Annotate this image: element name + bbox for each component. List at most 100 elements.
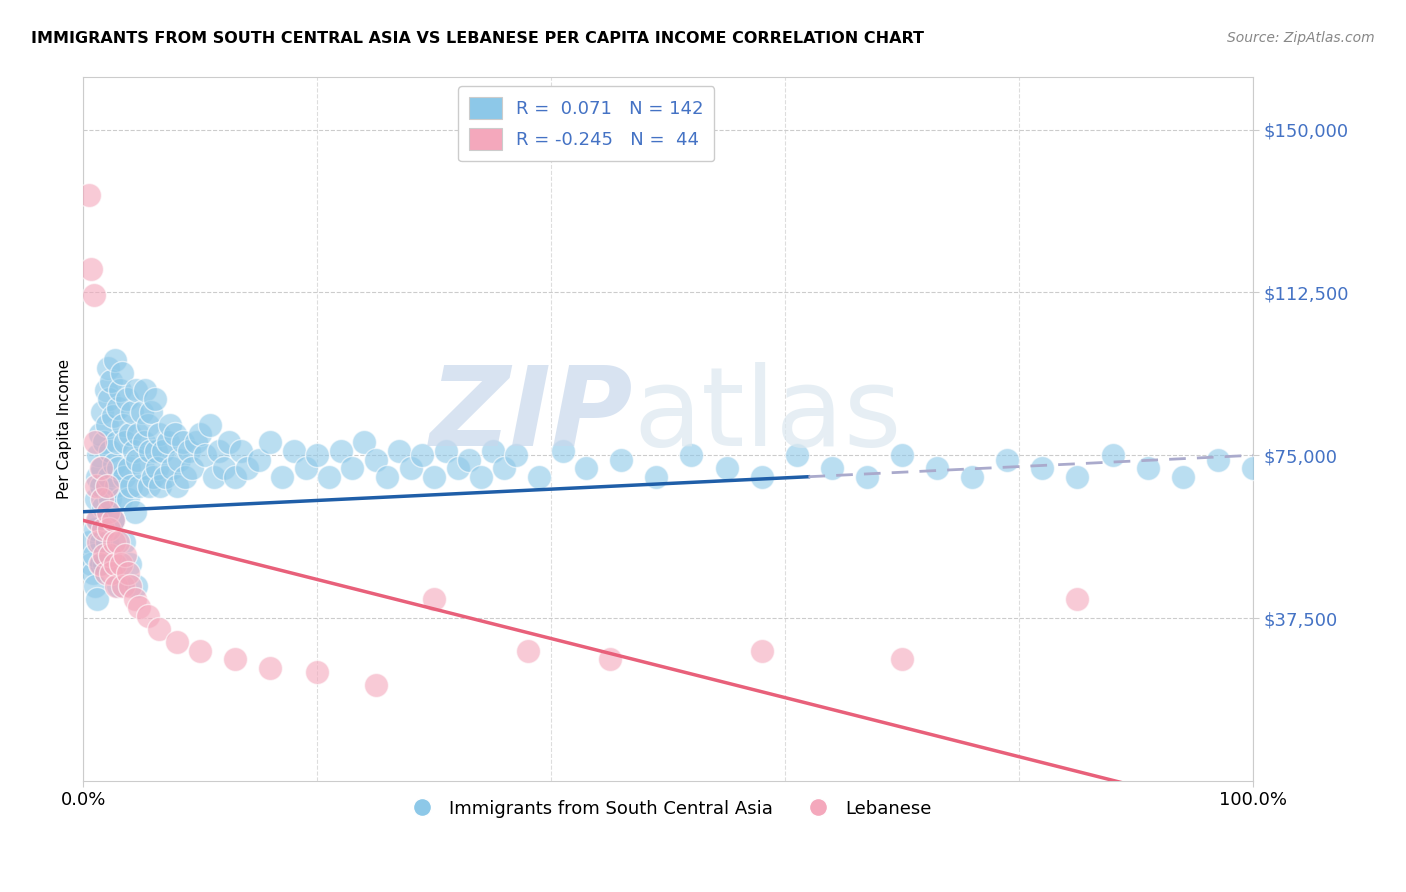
Point: [100, 566, 122, 580]
Point: [107, 401, 129, 415]
Point: [136, 417, 159, 432]
Point: [960, 470, 983, 484]
Point: [177, 444, 200, 458]
Y-axis label: Per Capita Income: Per Capita Income: [58, 359, 72, 500]
Point: [202, 470, 225, 484]
Point: [411, 448, 433, 462]
Point: [1136, 461, 1159, 475]
Point: [114, 548, 136, 562]
Point: [87, 513, 110, 527]
Point: [786, 448, 808, 462]
Point: [645, 470, 668, 484]
Point: [388, 444, 411, 458]
Point: [122, 444, 145, 458]
Point: [458, 452, 481, 467]
Point: [84, 435, 107, 450]
Point: [470, 470, 492, 484]
Point: [1101, 448, 1123, 462]
Point: [136, 609, 159, 624]
Point: [80, 557, 103, 571]
Point: [91, 491, 114, 506]
Point: [159, 417, 181, 432]
Point: [96, 478, 118, 492]
Point: [128, 600, 150, 615]
Point: [118, 461, 141, 475]
Point: [247, 452, 270, 467]
Point: [181, 461, 204, 475]
Point: [107, 461, 129, 475]
Point: [283, 444, 305, 458]
Point: [120, 426, 142, 441]
Point: [84, 522, 107, 536]
Point: [108, 383, 131, 397]
Point: [494, 461, 516, 475]
Point: [111, 366, 134, 380]
Point: [138, 478, 160, 492]
Point: [101, 513, 124, 527]
Point: [152, 444, 174, 458]
Point: [172, 435, 194, 450]
Point: [101, 513, 124, 527]
Point: [105, 578, 128, 592]
Point: [90, 478, 112, 492]
Point: [1066, 470, 1088, 484]
Point: [91, 500, 114, 515]
Point: [91, 522, 114, 536]
Point: [127, 452, 149, 467]
Point: [575, 461, 598, 475]
Point: [87, 448, 110, 462]
Point: [423, 470, 446, 484]
Point: [516, 643, 538, 657]
Point: [505, 448, 527, 462]
Point: [153, 470, 176, 484]
Point: [148, 622, 170, 636]
Point: [90, 535, 112, 549]
Point: [120, 557, 142, 571]
Point: [112, 470, 135, 484]
Point: [166, 478, 188, 492]
Point: [149, 478, 172, 492]
Point: [188, 426, 211, 441]
Point: [142, 470, 165, 484]
Point: [364, 452, 387, 467]
Point: [127, 426, 149, 441]
Point: [96, 417, 118, 432]
Point: [77, 187, 100, 202]
Point: [231, 444, 253, 458]
Point: [481, 444, 503, 458]
Point: [101, 513, 124, 527]
Point: [212, 461, 235, 475]
Point: [167, 452, 190, 467]
Point: [307, 448, 329, 462]
Point: [145, 444, 167, 458]
Point: [86, 513, 108, 527]
Point: [156, 435, 179, 450]
Point: [329, 444, 352, 458]
Point: [105, 435, 128, 450]
Point: [353, 435, 375, 450]
Point: [364, 678, 387, 692]
Point: [891, 448, 914, 462]
Point: [927, 461, 949, 475]
Point: [120, 578, 142, 592]
Point: [259, 661, 281, 675]
Point: [143, 392, 166, 406]
Point: [103, 535, 125, 549]
Point: [112, 535, 135, 549]
Point: [224, 652, 246, 666]
Point: [132, 435, 155, 450]
Point: [224, 470, 246, 484]
Point: [125, 383, 148, 397]
Point: [128, 478, 150, 492]
Legend: Immigrants from South Central Asia, Lebanese: Immigrants from South Central Asia, Leba…: [396, 792, 939, 825]
Point: [599, 652, 621, 666]
Point: [1206, 452, 1229, 467]
Text: atlas: atlas: [633, 361, 901, 468]
Point: [184, 435, 207, 450]
Point: [114, 435, 136, 450]
Point: [891, 652, 914, 666]
Point: [139, 444, 162, 458]
Point: [90, 557, 112, 571]
Text: ZIP: ZIP: [429, 361, 633, 468]
Point: [529, 470, 551, 484]
